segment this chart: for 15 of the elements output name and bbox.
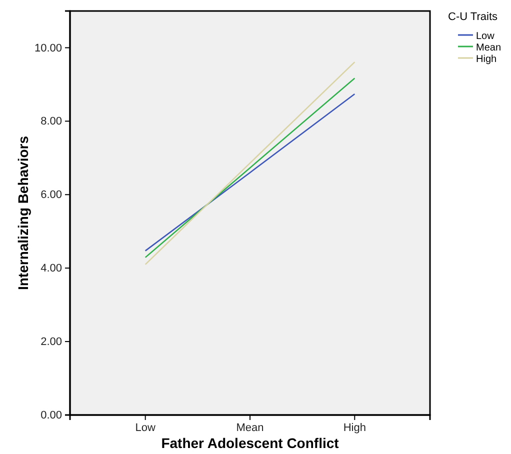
x-tick-label: High [343,422,366,434]
y-tick-label: 6.00 [40,189,62,202]
legend-title: C-U Traits [448,11,498,23]
x-axis-title: Father Adolescent Conflict [161,435,340,451]
y-tick-label: 10.00 [34,42,62,54]
legend-label: High [476,54,497,65]
legend-label: Mean [476,42,502,54]
y-tick-label: 0.00 [40,410,62,422]
y-tick-label: 8.00 [40,116,62,128]
x-tick-label: Low [135,422,156,434]
y-tick-label: 2.00 [40,336,62,348]
y-axis-title: Internalizing Behaviors [15,136,31,290]
y-tick-label: 4.00 [40,262,62,275]
legend-label: Low [476,31,496,42]
x-tick-label: Mean [236,422,264,434]
